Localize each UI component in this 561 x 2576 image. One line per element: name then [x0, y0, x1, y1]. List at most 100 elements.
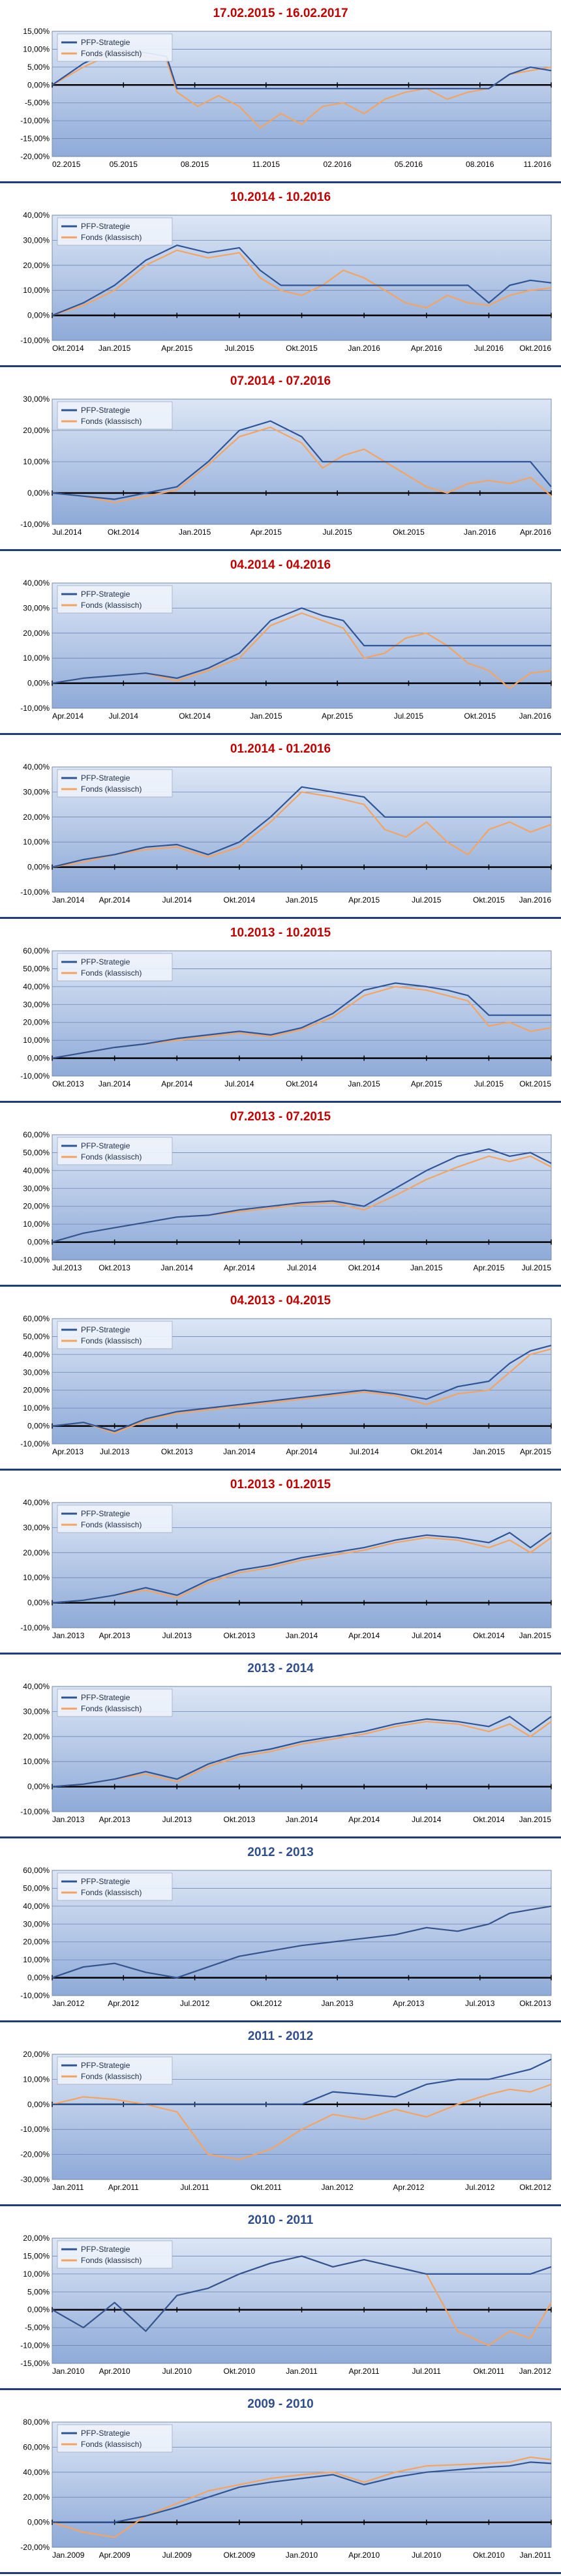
line-chart: 40,00%30,00%20,00%10,00%0,00%-10,00%Okt.…: [20, 211, 552, 353]
x-tick-label: Jan.2015: [519, 1815, 552, 1824]
x-tick-label: Apr.2011: [108, 2183, 139, 2192]
y-tick-label: 0,00%: [27, 1973, 50, 1983]
y-tick-label: 60,00%: [23, 1130, 50, 1139]
y-tick-label: 10,00%: [23, 1573, 50, 1582]
series-line-pfp-strategie: [52, 1345, 552, 1432]
x-tick-label: Okt.2015: [464, 711, 496, 721]
y-tick-label: 20,00%: [23, 813, 50, 822]
x-tick-label: Okt.2015: [519, 1079, 551, 1088]
x-tick-label: Jul.2013: [100, 1447, 130, 1456]
legend: [57, 33, 173, 62]
y-tick-label: -10,00%: [20, 888, 50, 897]
y-tick-label: -10,00%: [20, 520, 50, 529]
y-tick-label: -15,00%: [20, 2359, 50, 2368]
x-tick-label: Okt.2014: [473, 1815, 505, 1824]
x-tick-label: Apr.2016: [520, 528, 551, 537]
x-tick-label: Apr.2011: [349, 2367, 380, 2376]
legend-label: PFP-Strategie: [81, 406, 130, 415]
x-tick-label: Jul.2014: [109, 711, 139, 721]
series-line-fonds: [52, 1720, 552, 1788]
chart-title: 10.2014 - 10.2016: [230, 190, 331, 204]
chart-title: 2013 - 2014: [247, 1662, 314, 1675]
x-tick-label: Apr.2016: [411, 344, 442, 353]
legend: [57, 2056, 173, 2085]
legend-label: Fonds (klassisch): [81, 2256, 142, 2265]
y-tick-label: 30,00%: [23, 1523, 50, 1532]
panel-separator: [0, 365, 561, 367]
y-tick-label: -10,00%: [20, 2125, 50, 2134]
panel-separator: [0, 2020, 561, 2022]
y-tick-label: 30,00%: [23, 1000, 50, 1009]
y-tick-label: 20,00%: [23, 1018, 50, 1027]
y-tick-label: 20,00%: [23, 2234, 50, 2243]
y-tick-label: -20,00%: [20, 2543, 50, 2552]
x-tick-label: 02.2015: [52, 160, 81, 169]
y-tick-label: 20,00%: [23, 1938, 50, 1947]
x-tick-label: Jan.2015: [473, 1447, 506, 1456]
y-tick-label: 10,00%: [23, 2269, 50, 2279]
x-tick-label: Jul.2014: [287, 1263, 317, 1272]
x-tick-label: 08.2015: [181, 160, 209, 169]
x-tick-label: Apr.2015: [161, 344, 192, 353]
chart-panel: 17.02.2015 - 16.02.2017 15,00% 10,00% 5,00%…: [0, 0, 561, 184]
chart-title: 17.02.2015 - 16.02.2017: [213, 7, 348, 20]
y-tick-label: 0,00%: [27, 1054, 50, 1063]
x-tick-label: Jul.2014: [349, 1447, 379, 1456]
x-tick-label: Jan.2014: [161, 1263, 194, 1272]
x-tick-label: Jan.2013: [52, 1815, 85, 1824]
y-tick-label: 10,00%: [23, 1955, 50, 1964]
legend-label: PFP-Strategie: [81, 2061, 130, 2070]
x-tick-label: Jan.2015: [286, 895, 318, 905]
x-tick-label: Apr.2014: [161, 1079, 192, 1088]
chart-title: 2009 - 2010: [247, 2397, 314, 2411]
y-tick-label: 0,00%: [27, 2100, 50, 2109]
series-line-pfp-strategie: [52, 244, 552, 316]
x-tick-label: Jul.2014: [162, 895, 192, 905]
y-tick-label: -5,00%: [25, 2323, 50, 2332]
legend-label: Fonds (klassisch): [81, 1888, 142, 1897]
x-tick-label: Jul.2013: [162, 1631, 192, 1640]
x-tick-label: Okt.2015: [286, 344, 318, 353]
y-tick-label: 10,00%: [23, 653, 50, 663]
x-tick-label: Apr.2015: [348, 895, 380, 905]
x-tick-label: Apr.2012: [108, 1999, 139, 2008]
legend-label: Fonds (klassisch): [81, 2440, 142, 2449]
y-tick-label: 10,00%: [23, 286, 50, 295]
line-chart: 60,00% 50,00% 40,00% 30,00% 20,00% 10,00% 0,00…: [20, 1314, 552, 1456]
x-tick-label: 11.2016: [524, 160, 552, 169]
y-tick-label: 40,00%: [23, 1350, 50, 1359]
y-tick-label: 50,00%: [23, 1883, 50, 1893]
y-tick-label: 20,00%: [23, 2050, 50, 2059]
y-tick-label: 5,00%: [27, 2287, 50, 2296]
legend: [57, 2240, 173, 2269]
y-tick-label: -10,00%: [20, 2341, 50, 2350]
y-tick-label: 40,00%: [23, 211, 50, 220]
x-tick-label: Okt.2014: [224, 895, 256, 905]
y-tick-label: -10,00%: [20, 336, 50, 345]
y-tick-label: 20,00%: [23, 629, 50, 638]
series-line-pfp-strategie: [52, 982, 551, 1059]
y-tick-label: 10,00%: [23, 457, 50, 466]
chart-panel: 07.2014 - 07.2016 30,00% 20,00% 10,00% 0,00%…: [0, 368, 561, 552]
legend: [57, 1505, 173, 1533]
x-tick-label: Jan.2013: [52, 1631, 85, 1640]
x-tick-label: Okt.2011: [473, 2367, 504, 2376]
y-tick-label: 40,00%: [23, 1902, 50, 1911]
y-tick-label: 30,00%: [23, 787, 50, 796]
y-tick-label: 5,00%: [27, 63, 50, 72]
x-tick-label: Okt.2013: [99, 1263, 130, 1272]
chart-panel: 10.2013 - 10.2015 60,00% 50,00% 40,00% 30,00…: [0, 920, 561, 1103]
x-tick-label: Jan.2014: [99, 1079, 131, 1088]
y-tick-label: -10,00%: [20, 1991, 50, 2000]
chart-title: 04.2014 - 04.2016: [230, 558, 331, 572]
panel-separator: [0, 917, 561, 919]
x-tick-label: Jan.2014: [223, 1447, 256, 1456]
x-tick-label: Apr.2015: [473, 1263, 504, 1272]
x-tick-label: Okt.2013: [224, 1631, 256, 1640]
series-line-pfp-strategie: [52, 2255, 552, 2332]
legend-label: Fonds (klassisch): [81, 233, 142, 242]
chart-title: 04.2013 - 04.2015: [230, 1294, 331, 1308]
x-tick-label: Okt.2012: [519, 2183, 551, 2192]
y-tick-label: 40,00%: [23, 578, 50, 588]
